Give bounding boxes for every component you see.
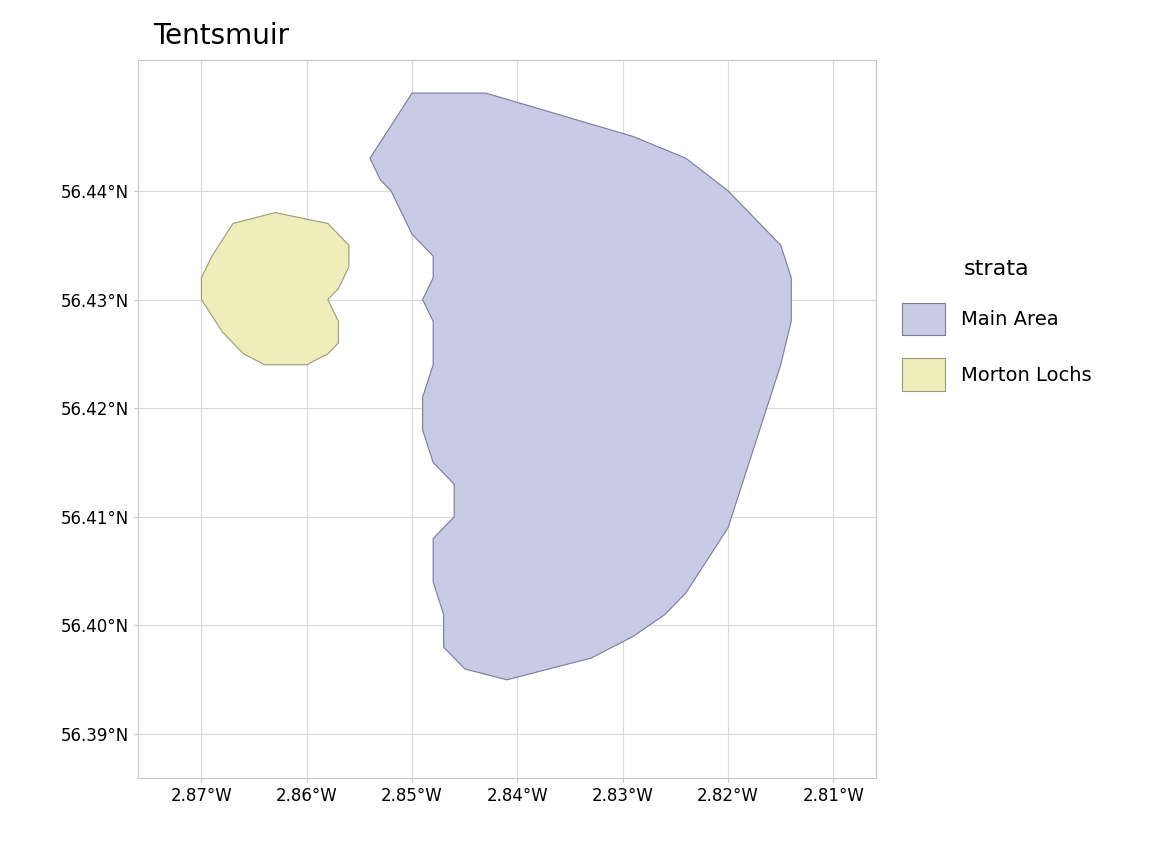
Legend: Main Area, Morton Lochs: Main Area, Morton Lochs bbox=[893, 250, 1101, 401]
Polygon shape bbox=[370, 93, 791, 680]
Polygon shape bbox=[202, 213, 349, 365]
Text: Tentsmuir: Tentsmuir bbox=[153, 22, 289, 50]
